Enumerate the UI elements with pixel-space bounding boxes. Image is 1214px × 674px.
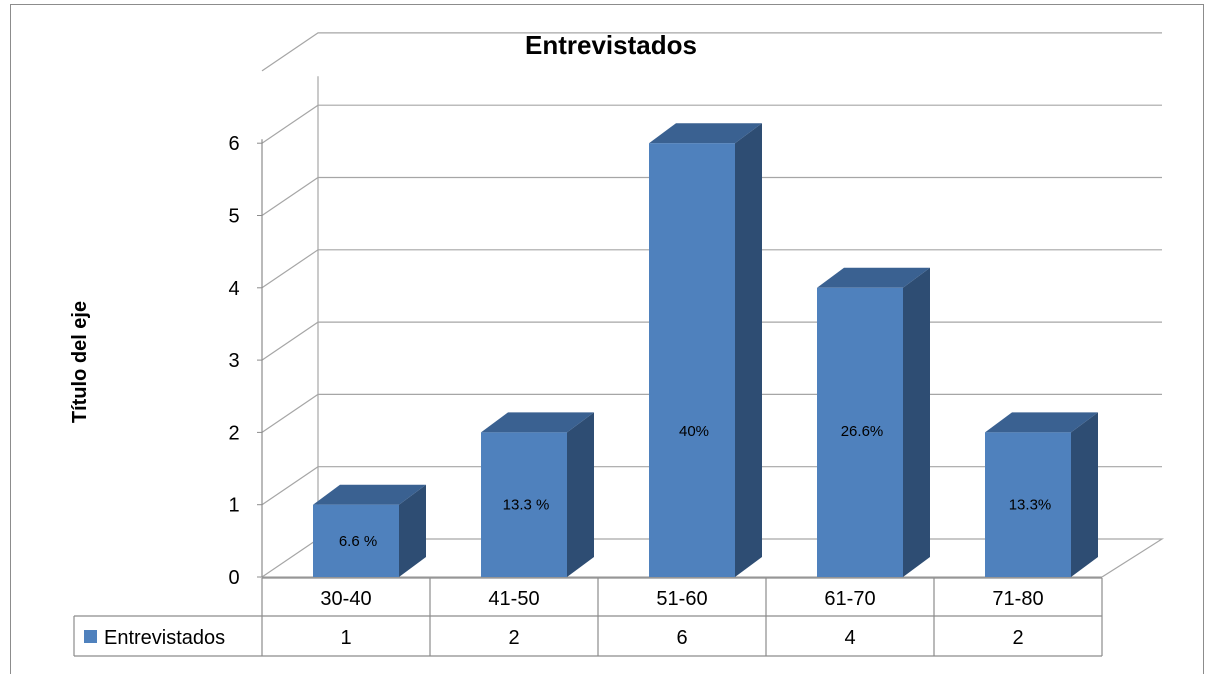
gridline [261, 32, 1162, 72]
bar-front [649, 143, 735, 577]
data-label: 26.6% [841, 423, 884, 440]
chart-frame [10, 4, 1204, 674]
bar: 13.3 % [481, 412, 594, 577]
data-label: 13.3 % [503, 497, 550, 514]
bar-top [481, 412, 594, 433]
x-tick-label: 71-80 [992, 588, 1043, 610]
chart-title: Entrevistados [525, 30, 697, 60]
data-label: 13.3% [1009, 497, 1052, 514]
bar: 13.3% [985, 412, 1098, 577]
x-tick-label: 30-40 [320, 588, 371, 610]
x-tick-label: 61-70 [824, 588, 875, 610]
bar-front [985, 432, 1071, 577]
bar-side [735, 123, 762, 577]
gridline [261, 104, 1162, 144]
y-tick-label: 6 [228, 133, 239, 155]
table-value: 4 [844, 627, 855, 649]
data-label: 6.6 % [339, 533, 377, 550]
gridline [261, 176, 1162, 216]
y-tick-label: 5 [228, 206, 239, 228]
y-axis-label: Título del eje [69, 301, 91, 423]
table-value: 2 [508, 627, 519, 649]
x-tick-label: 51-60 [656, 588, 707, 610]
legend-label: Entrevistados [104, 627, 225, 649]
y-tick-label: 3 [228, 350, 239, 372]
y-tick-label: 0 [228, 567, 239, 589]
table-value: 1 [340, 627, 351, 649]
y-tick-label: 2 [228, 422, 239, 444]
bar: 6.6 % [313, 484, 426, 577]
bar-side [399, 484, 426, 577]
bar-side [567, 412, 594, 577]
y-tick-label: 4 [228, 278, 239, 300]
bar-side [1071, 412, 1098, 577]
bar-front [313, 504, 399, 577]
bar: 40% [649, 123, 762, 577]
bar-front [817, 287, 903, 577]
bar-top [313, 484, 426, 505]
data-label: 40% [679, 423, 709, 440]
legend-swatch [84, 630, 97, 643]
bar-top [649, 123, 762, 144]
bar-top [817, 267, 930, 288]
bar: 26.6% [817, 267, 930, 577]
bar-front [481, 432, 567, 577]
y-tick-label: 1 [228, 495, 239, 517]
table-value: 6 [676, 627, 687, 649]
x-tick-label: 41-50 [488, 588, 539, 610]
bar-top [985, 412, 1098, 433]
table-value: 2 [1012, 627, 1023, 649]
gridline [261, 249, 1162, 289]
bar-side [903, 267, 930, 577]
